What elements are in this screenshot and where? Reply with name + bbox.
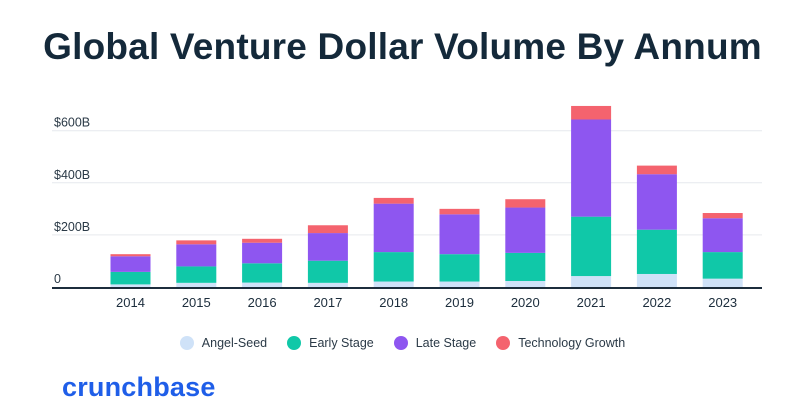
bar-2015-technology-growth: [176, 240, 217, 245]
x-tick-label-2020: 2020: [511, 295, 540, 310]
bar-2015-angel-seed: [176, 282, 217, 287]
bar-2014-early-stage: [110, 271, 151, 285]
bar-stack-2022: [636, 165, 677, 287]
bar-stack-2021: [571, 105, 612, 287]
bar-2017-angel-seed: [307, 282, 348, 287]
legend-swatch-angel-seed: [179, 336, 194, 350]
x-tick-label-2016: 2016: [248, 295, 277, 310]
bar-2017-early-stage: [307, 260, 348, 283]
bar-2016-late-stage: [242, 242, 283, 264]
y-tick-label: 0: [54, 272, 61, 286]
legend-label-technology-growth: Technology Growth: [518, 336, 626, 350]
x-tick-label-2018: 2018: [379, 295, 408, 310]
bar-2023-angel-seed: [702, 278, 743, 287]
bar-2021-late-stage: [571, 119, 612, 217]
x-tick-label-2017: 2017: [313, 295, 342, 310]
bar-2022-early-stage: [636, 229, 677, 274]
bar-stack-2019: [439, 208, 480, 287]
bar-2018-late-stage: [373, 203, 414, 253]
bar-2019-technology-growth: [439, 208, 480, 215]
x-tick-label-2014: 2014: [116, 295, 145, 310]
chart-plot: 0$200B$400B$600B 2014 2015 2016 2017 2018 201…: [52, 105, 762, 310]
crunchbase-logo[interactable]: crunchbase: [62, 372, 216, 402]
bar-2022-angel-seed: [636, 273, 677, 287]
bar-2022-late-stage: [636, 174, 677, 230]
legend-label-early-stage: Early Stage: [309, 336, 374, 350]
legend-item-technology-growth: Technology Growth: [496, 336, 625, 350]
bar-2014-angel-seed: [110, 284, 151, 287]
legend: Angel-Seed Early Stage Late Stage Techno…: [0, 336, 805, 350]
bar-stack-2020: [505, 199, 546, 287]
legend-swatch-technology-growth: [496, 336, 511, 350]
x-tick-label-2021: 2021: [577, 295, 606, 310]
bar-2023-early-stage: [702, 252, 743, 279]
x-tick-label-2015: 2015: [182, 295, 211, 310]
bar-stack-2014: [110, 254, 151, 287]
legend-item-late-stage: Late Stage: [393, 336, 477, 350]
bar-2021-angel-seed: [571, 276, 612, 287]
y-tick-label: $600B: [54, 116, 90, 130]
bar-2015-early-stage: [176, 266, 217, 283]
y-tick-labels: 0 $200B $400B $600B: [54, 116, 90, 286]
bar-2021-early-stage: [571, 216, 612, 277]
bar-stack-2017: [307, 225, 348, 287]
legend-label-late-stage: Late Stage: [415, 336, 477, 350]
bar-2022-technology-growth: [636, 165, 677, 175]
bar-2016-angel-seed: [242, 282, 283, 287]
bar-2018-early-stage: [373, 252, 414, 282]
bar-stack-2015: [176, 240, 217, 287]
bar-2015-late-stage: [176, 244, 217, 267]
legend-label-angel-seed: Angel-Seed: [201, 336, 268, 350]
bar-2020-early-stage: [505, 252, 546, 282]
legend-item-angel-seed: Angel-Seed: [179, 336, 268, 350]
legend-item-early-stage: Early Stage: [287, 336, 374, 350]
chart-title: Global Venture Dollar Volume By Annum: [43, 26, 762, 67]
bar-2019-angel-seed: [439, 281, 480, 287]
bar-2020-technology-growth: [505, 199, 546, 208]
x-tick-label-2023: 2023: [708, 295, 737, 310]
x-tick-labels: 2014 2015 2016 2017 2018 2019 2020 2021 2022 2023: [116, 295, 737, 310]
legend-swatch-late-stage: [393, 336, 408, 350]
bar-2023-technology-growth: [702, 213, 743, 219]
bar-2018-technology-growth: [373, 197, 414, 204]
legend-swatch-early-stage: [287, 336, 302, 350]
bar-2017-late-stage: [307, 233, 348, 261]
bar-2020-angel-seed: [505, 281, 546, 287]
bar-stack-2016: [242, 238, 283, 287]
bar-2017-technology-growth: [307, 225, 348, 234]
x-tick-label-2019: 2019: [445, 295, 474, 310]
bars: [110, 105, 743, 287]
x-tick-label-2022: 2022: [642, 295, 671, 310]
y-tick-label: $200B: [54, 220, 90, 234]
bar-2020-late-stage: [505, 207, 546, 253]
bar-2019-early-stage: [439, 254, 480, 282]
y-tick-label: $400B: [54, 168, 90, 182]
bar-2018-angel-seed: [373, 281, 414, 287]
bar-2021-technology-growth: [571, 105, 612, 120]
bar-2019-late-stage: [439, 214, 480, 255]
bar-2014-late-stage: [110, 256, 151, 272]
bar-2023-late-stage: [702, 218, 743, 253]
bar-stack-2018: [373, 197, 414, 287]
bar-stack-2023: [702, 213, 743, 287]
bar-2016-early-stage: [242, 263, 283, 283]
bar-2014-technology-growth: [110, 254, 151, 257]
bar-2016-technology-growth: [242, 238, 283, 243]
